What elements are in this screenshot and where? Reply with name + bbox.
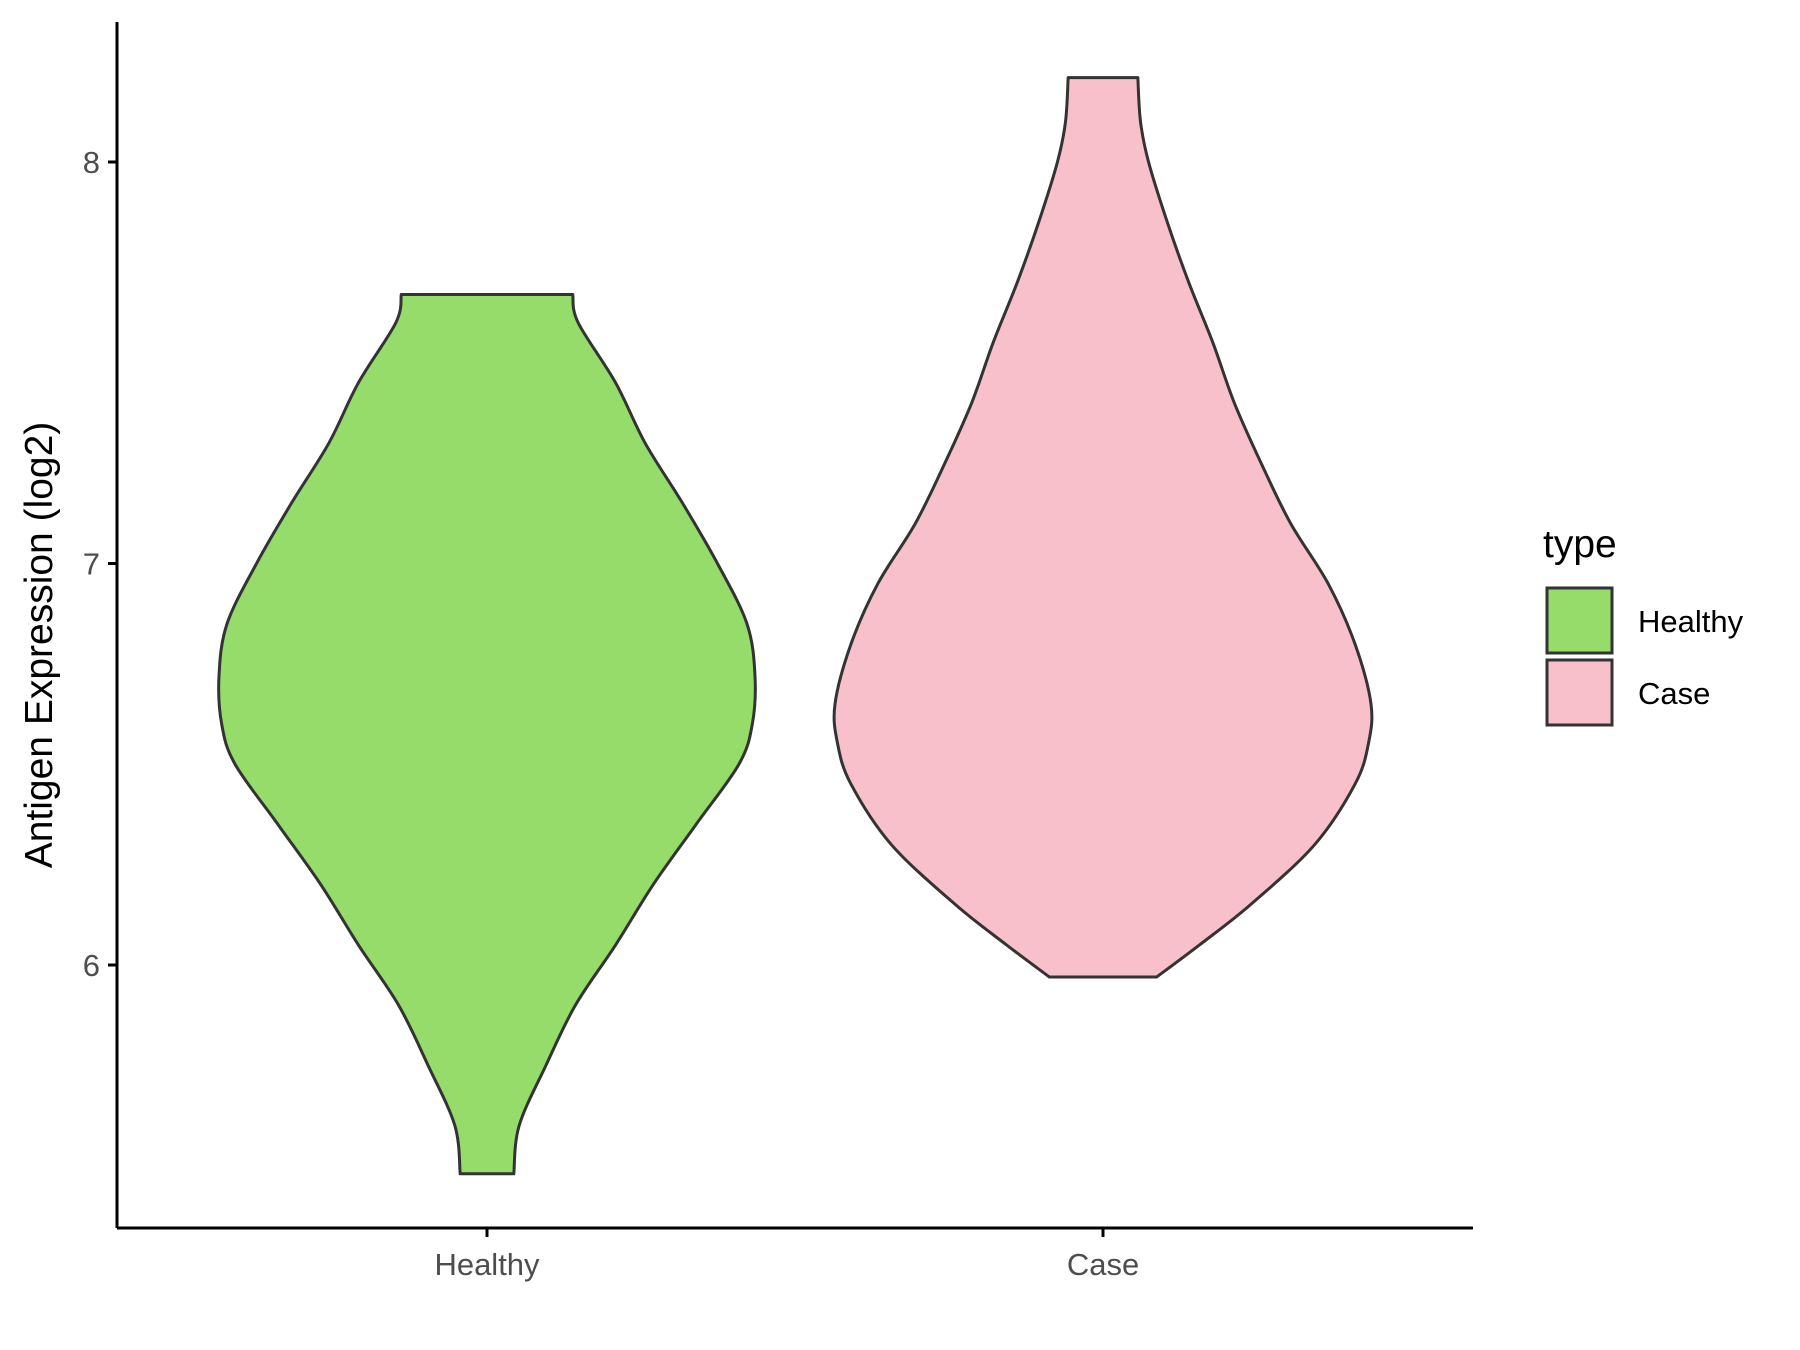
legend-key-case	[1545, 658, 1614, 727]
violin-layer	[217, 76, 1374, 1176]
x-tick-label: Case	[1067, 1247, 1139, 1282]
legend-key-healthy	[1545, 586, 1614, 655]
y-tick-label: 8	[83, 145, 100, 180]
y-axis-title: Antigen Expression (log2)	[18, 422, 61, 869]
legend-label-healthy: Healthy	[1638, 604, 1744, 639]
legend-title: type	[1543, 523, 1617, 566]
y-tick-label: 7	[83, 547, 100, 582]
legend: type Healthy Case	[1543, 523, 1744, 727]
violin-case	[832, 76, 1374, 979]
axes-layer: 6 7 8 Healthy Case	[83, 22, 1473, 1282]
legend-label-case: Case	[1638, 676, 1710, 711]
x-tick-label: Healthy	[434, 1247, 540, 1282]
violin-healthy	[217, 292, 757, 1176]
y-tick-label: 6	[83, 948, 100, 983]
